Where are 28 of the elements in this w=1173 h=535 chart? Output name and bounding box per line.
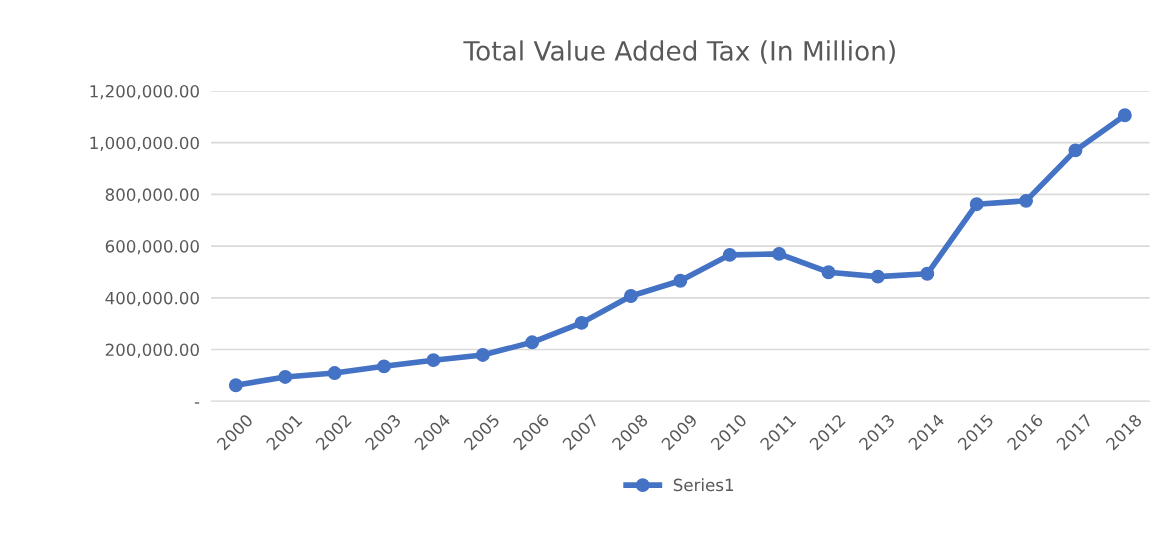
point xyxy=(624,289,638,303)
y-tick-label: 800,000.00 xyxy=(105,188,199,203)
point xyxy=(475,348,490,362)
y-tick-label: 1,000,000.00 xyxy=(90,136,199,151)
point xyxy=(327,366,342,381)
point xyxy=(278,369,293,384)
point xyxy=(772,246,787,261)
point xyxy=(1117,108,1132,123)
y-tick-label: - xyxy=(194,402,200,404)
point xyxy=(870,269,885,284)
point xyxy=(1068,143,1083,158)
point xyxy=(920,266,935,281)
point xyxy=(426,353,441,368)
point xyxy=(821,265,836,280)
point xyxy=(574,315,589,330)
point xyxy=(228,378,243,393)
point xyxy=(673,273,688,288)
point xyxy=(1019,193,1034,208)
y-tick-label: 600,000.00 xyxy=(105,240,199,255)
point xyxy=(969,197,984,212)
legend-label: Series1 xyxy=(673,478,734,492)
chart-title: Total Value Added Tax (In Million) xyxy=(463,40,895,64)
point xyxy=(722,247,737,262)
y-tick-label: 200,000.00 xyxy=(105,343,199,358)
point xyxy=(377,359,391,374)
y-tick-label: 1,200,000.00 xyxy=(90,84,199,100)
point xyxy=(525,335,540,350)
y-tick-label: 400,000.00 xyxy=(105,291,199,307)
